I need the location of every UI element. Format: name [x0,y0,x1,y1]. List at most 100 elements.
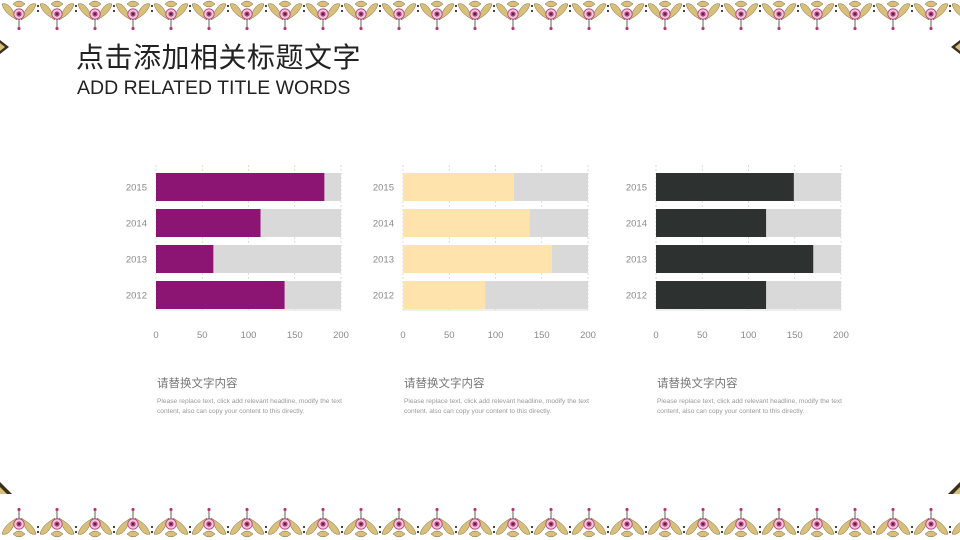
floral-motif [267,507,306,538]
category-label: 2015 [126,183,147,194]
x-tick-label: 200 [580,330,596,341]
floral-motif [1,0,40,31]
caption-heading: 请替换文字内容 [157,376,238,390]
x-tick-label: 150 [787,330,803,341]
bar [656,245,814,273]
floral-motif [837,507,876,538]
caption-block-1: 请替换文字内容 Please replace text, click add r… [157,375,342,416]
floral-motif [761,0,800,31]
floral-motif [343,0,382,31]
bar [403,209,530,237]
x-tick-label: 0 [400,330,405,341]
x-tick-label: 200 [833,330,849,341]
x-tick-label: 0 [153,330,158,341]
floral-motif [647,0,686,31]
x-tick-label: 50 [444,330,455,341]
bar [656,281,767,309]
floral-motif [685,0,724,31]
corner-ornament-top-right [951,40,960,54]
floral-motif [913,0,952,31]
caption-heading: 请替换文字内容 [404,376,485,390]
bar-chart-cream: 2015 2014 2013 2012 0 50 100 150 200 [373,165,596,341]
floral-motif [571,0,610,31]
x-tick-label: 50 [197,330,208,341]
floral-motif [799,0,838,31]
x-tick-label: 100 [241,330,257,341]
category-label: 2013 [373,255,394,266]
x-tick-label: 200 [333,330,349,341]
floral-motif [77,0,116,31]
category-label: 2012 [373,291,394,302]
floral-motif [419,507,458,538]
x-tick-label: 0 [653,330,658,341]
floral-motif [723,507,762,538]
floral-motif [609,507,648,538]
bottom-floral-border [1,507,960,538]
caption-heading: 请替换文字内容 [657,376,738,390]
floral-motif [951,3,960,16]
floral-motif [913,507,952,538]
floral-motif [153,507,192,538]
floral-motif [723,0,762,31]
floral-motif [647,507,686,538]
floral-motif [229,507,268,538]
caption-body: Please replace text, click add relevant … [157,398,342,415]
bar [656,173,794,201]
x-tick-label: 100 [741,330,757,341]
caption-body: Please replace text, click add relevant … [404,398,589,415]
floral-motif [381,0,420,31]
category-label: 2015 [626,183,647,194]
floral-motif [609,0,648,31]
category-label: 2015 [373,183,394,194]
floral-motif [495,507,534,538]
floral-motif [153,0,192,31]
category-label: 2014 [626,219,647,230]
category-label: 2012 [126,291,147,302]
bar [403,245,552,273]
caption-block-3: 请替换文字内容 Please replace text, click add r… [657,375,842,416]
floral-motif [39,507,78,538]
top-floral-border [1,0,960,31]
bar [156,209,261,237]
corner-ornament-top-left [0,40,9,54]
x-tick-label: 50 [697,330,708,341]
caption-block-2: 请替换文字内容 Please replace text, click add r… [404,375,589,416]
x-tick-label: 150 [287,330,303,341]
floral-motif [267,0,306,31]
floral-motif [191,507,230,538]
floral-motif [533,0,572,31]
bar [656,209,767,237]
floral-motif [875,0,914,31]
floral-motif [191,0,230,31]
floral-motif [77,507,116,538]
x-tick-label: 150 [534,330,550,341]
page-subtitle: ADD RELATED TITLE WORDS [77,77,351,99]
floral-motif [419,0,458,31]
floral-motif [837,0,876,31]
floral-motif [115,507,154,538]
floral-motif [457,507,496,538]
floral-motif [343,507,382,538]
floral-motif [533,507,572,538]
page-title: 点击添加相关标题文字 [76,41,362,74]
floral-motif [685,507,724,538]
floral-motif [571,507,610,538]
floral-motif [115,0,154,31]
floral-motif [495,0,534,31]
category-label: 2013 [626,255,647,266]
floral-motif [951,522,960,535]
floral-motif [381,507,420,538]
bar-chart-purple: 2015 2014 2013 2012 0 50 100 150 200 [126,165,349,341]
bar-chart-charcoal: 2015 2014 2013 2012 0 50 100 150 200 [626,165,849,341]
category-label: 2014 [373,219,394,230]
floral-motif [229,0,268,31]
floral-motif [39,0,78,31]
bar [156,173,325,201]
x-tick-label: 100 [488,330,504,341]
floral-motif [305,0,344,31]
floral-motif [799,507,838,538]
bar [156,281,285,309]
bar [403,173,514,201]
category-label: 2014 [126,219,147,230]
bar [156,245,214,273]
